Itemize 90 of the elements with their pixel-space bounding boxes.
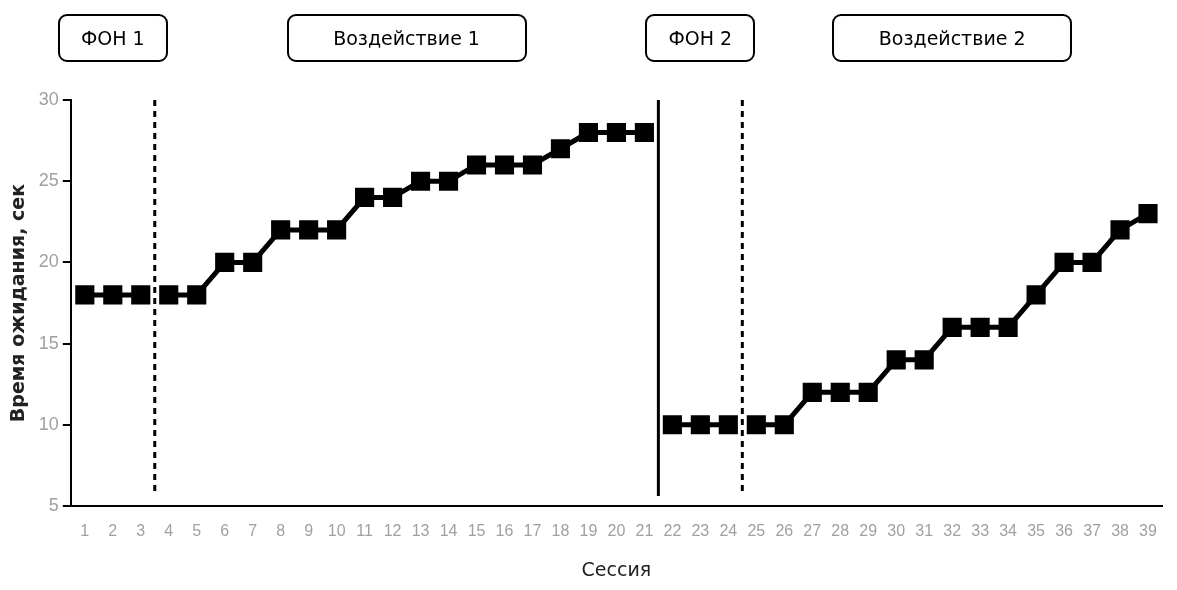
x-tick-label: 5	[192, 522, 202, 540]
point	[299, 220, 319, 240]
x-tick-label: 37	[1083, 522, 1102, 540]
text: Воздействие 1	[286, 14, 527, 62]
point	[970, 317, 990, 337]
point	[383, 187, 403, 208]
text: ФОН 2	[645, 14, 756, 62]
x-tick-label: 38	[1111, 522, 1130, 540]
point	[1054, 252, 1074, 272]
point	[802, 382, 822, 402]
y-tick-label: 15	[38, 332, 59, 353]
x-tick-label: 31	[915, 522, 934, 540]
y-axis-title: Время ожидания, сек	[6, 183, 29, 423]
point	[75, 285, 95, 305]
point	[746, 415, 766, 435]
y-tick-label: 5	[48, 494, 59, 515]
point	[886, 350, 906, 370]
point	[662, 415, 682, 435]
x-tick-label: 4	[164, 522, 174, 540]
x-tick-label: 6	[220, 522, 230, 540]
point	[914, 350, 934, 370]
point	[522, 155, 543, 175]
point	[1082, 252, 1102, 272]
x-tick-label: 34	[999, 522, 1018, 540]
x-tick-label: 18	[551, 522, 570, 540]
point	[1026, 285, 1046, 305]
point	[159, 285, 179, 305]
y-tick-label: 25	[38, 170, 59, 191]
x-tick-label: 30	[887, 522, 906, 540]
x-tick-label: 39	[1139, 522, 1158, 540]
x-tick-label: 17	[523, 522, 542, 540]
x-tick-label: 1	[80, 522, 90, 540]
point	[550, 139, 571, 159]
point	[634, 122, 654, 143]
point	[438, 171, 459, 191]
point	[942, 317, 962, 337]
x-tick-label: 7	[248, 522, 258, 540]
x-tick-label: 21	[635, 522, 654, 540]
x-tick-label: 15	[467, 522, 486, 540]
x-axis-title: Сессия	[581, 557, 652, 580]
x-tick-label: 23	[691, 522, 710, 540]
point	[690, 415, 710, 435]
x-tick-label: 26	[775, 522, 794, 540]
x-tick-label: 10	[327, 522, 346, 540]
x-tick-label: 8	[276, 522, 286, 540]
text: Воздействие 2	[832, 14, 1073, 62]
x-tick-label: 29	[859, 522, 878, 540]
x-tick-label: 27	[803, 522, 822, 540]
y-tick-label: 30	[38, 88, 59, 109]
x-tick-label: 22	[663, 522, 682, 540]
text: ФОН 1	[57, 14, 168, 62]
point	[1110, 220, 1130, 240]
point	[243, 252, 263, 272]
point	[327, 220, 347, 240]
point	[103, 285, 123, 305]
x-tick-label: 14	[439, 522, 458, 540]
x-tick-label: 2	[108, 522, 118, 540]
point	[578, 122, 598, 143]
x-tick-label: 28	[831, 522, 850, 540]
x-tick-label: 24	[719, 522, 738, 540]
y-tick-label: 10	[38, 413, 59, 434]
x-tick-label: 20	[607, 522, 626, 540]
x-tick-label: 36	[1055, 522, 1074, 540]
x-tick-label: 16	[495, 522, 514, 540]
y-tick-label: 20	[38, 251, 59, 272]
point	[998, 317, 1018, 337]
point	[271, 220, 291, 240]
point	[131, 285, 151, 305]
point	[355, 187, 375, 208]
x-tick-label: 13	[411, 522, 430, 540]
x-tick-label: 19	[579, 522, 598, 540]
x-tick-label: 32	[943, 522, 962, 540]
point	[187, 285, 207, 305]
x-tick-label: 25	[747, 522, 766, 540]
point	[858, 382, 878, 402]
x-tick-label: 3	[136, 522, 146, 540]
point	[774, 415, 794, 435]
x-tick-label: 35	[1027, 522, 1046, 540]
point	[830, 382, 850, 402]
point	[215, 252, 235, 272]
x-tick-label: 9	[304, 522, 314, 540]
point	[494, 155, 515, 175]
point	[1138, 204, 1158, 224]
point	[466, 155, 487, 175]
point	[606, 122, 626, 143]
x-tick-label: 12	[383, 522, 402, 540]
x-tick-label: 33	[971, 522, 990, 540]
point	[410, 171, 431, 191]
point	[718, 415, 738, 435]
x-tick-label: 11	[356, 522, 374, 540]
